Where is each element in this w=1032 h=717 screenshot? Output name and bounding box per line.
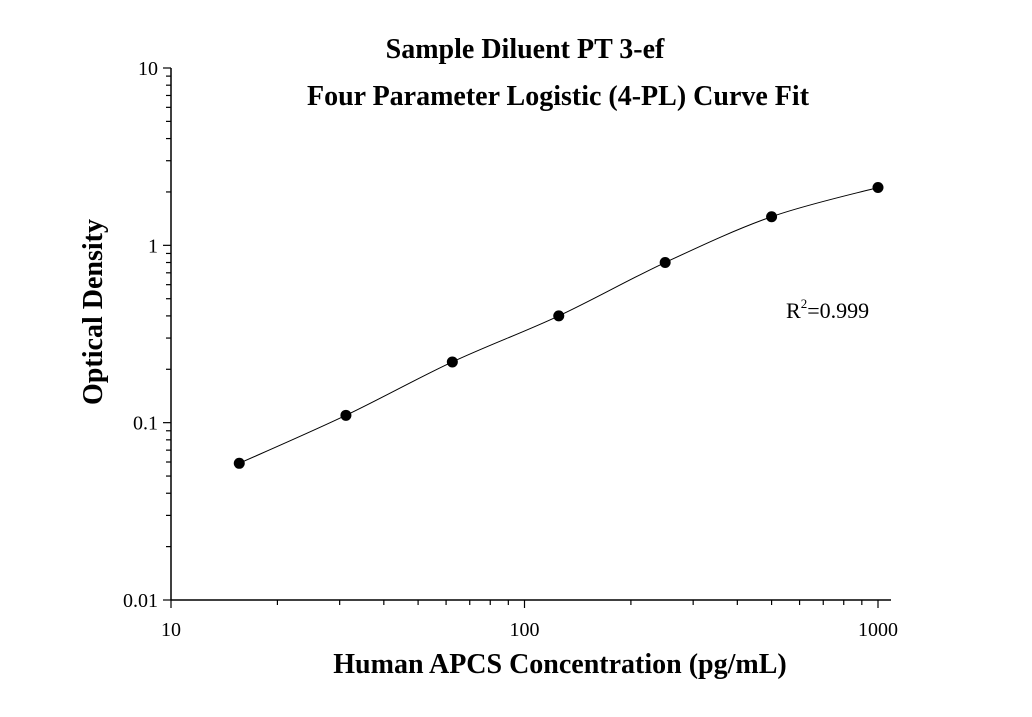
r-squared-label: R2=0.999 xyxy=(786,296,869,323)
fit-curve-group xyxy=(239,186,879,464)
r-squared-value: =0.999 xyxy=(807,298,869,323)
data-point xyxy=(446,356,458,368)
y-tick-label: 0.1 xyxy=(133,413,158,435)
r-squared-base: R xyxy=(786,298,801,323)
fit-curve xyxy=(239,186,879,464)
data-point xyxy=(766,211,778,223)
data-points xyxy=(233,181,884,469)
y-axis-label: Optical Density xyxy=(78,219,109,405)
y-tick-label: 1 xyxy=(148,235,158,257)
x-tick-label: 100 xyxy=(510,619,540,641)
chart-title: Sample Diluent PT 3-ef xyxy=(386,34,665,65)
data-point xyxy=(233,457,245,469)
x-axis-label: Human APCS Concentration (pg/mL) xyxy=(333,649,786,680)
data-point xyxy=(553,310,565,322)
y-tick-label: 10 xyxy=(138,58,158,80)
data-point xyxy=(340,409,352,421)
data-point xyxy=(872,181,884,193)
data-point xyxy=(659,257,671,269)
x-tick-label: 10 xyxy=(161,619,181,641)
r-squared-exponent: 2 xyxy=(801,296,808,311)
axes: 0.01 0.1 1 10 10 100 1000 xyxy=(123,58,898,641)
chart-subtitle: Four Parameter Logistic (4-PL) Curve Fit xyxy=(307,81,810,112)
y-tick-label: 0.01 xyxy=(123,590,158,612)
x-tick-label: 1000 xyxy=(858,619,898,641)
